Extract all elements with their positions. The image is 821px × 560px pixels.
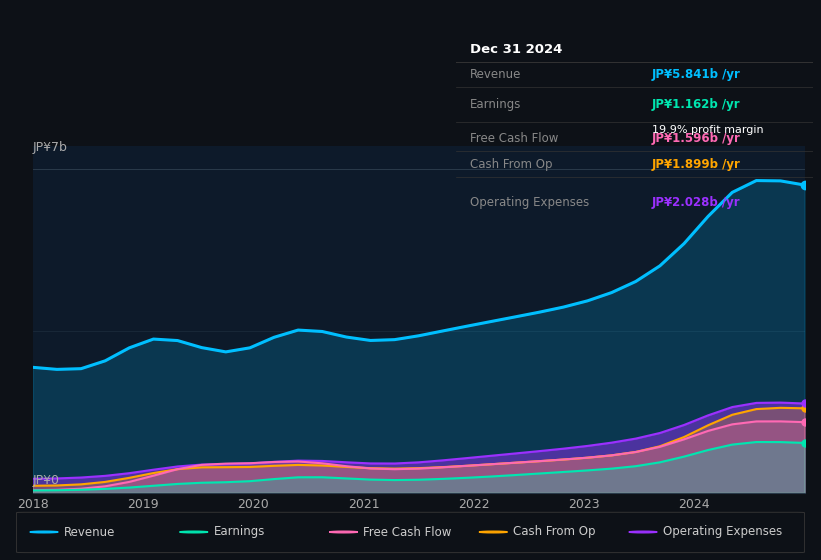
Circle shape (629, 531, 657, 533)
Text: JP¥7b: JP¥7b (33, 141, 67, 154)
Text: Operating Expenses: Operating Expenses (663, 525, 782, 539)
Circle shape (479, 531, 507, 533)
Text: Earnings: Earnings (213, 525, 265, 539)
Text: JP¥1.899b /yr: JP¥1.899b /yr (652, 157, 741, 171)
Text: JP¥5.841b /yr: JP¥5.841b /yr (652, 68, 741, 81)
Text: JP¥1.162b /yr: JP¥1.162b /yr (652, 98, 741, 111)
Text: Revenue: Revenue (470, 68, 521, 81)
Text: Free Cash Flow: Free Cash Flow (363, 525, 452, 539)
Text: Cash From Op: Cash From Op (513, 525, 595, 539)
Text: JP¥1.596b /yr: JP¥1.596b /yr (652, 132, 741, 145)
Text: 19.9% profit margin: 19.9% profit margin (652, 125, 764, 135)
Text: Revenue: Revenue (64, 525, 115, 539)
Circle shape (180, 531, 208, 533)
Circle shape (329, 531, 358, 533)
Circle shape (30, 531, 58, 533)
Text: JP¥2.028b /yr: JP¥2.028b /yr (652, 196, 741, 209)
Text: Dec 31 2024: Dec 31 2024 (470, 43, 562, 55)
Text: Operating Expenses: Operating Expenses (470, 196, 589, 209)
Text: JP¥0: JP¥0 (33, 474, 60, 487)
Text: Cash From Op: Cash From Op (470, 157, 553, 171)
Text: Free Cash Flow: Free Cash Flow (470, 132, 558, 145)
Text: Earnings: Earnings (470, 98, 521, 111)
